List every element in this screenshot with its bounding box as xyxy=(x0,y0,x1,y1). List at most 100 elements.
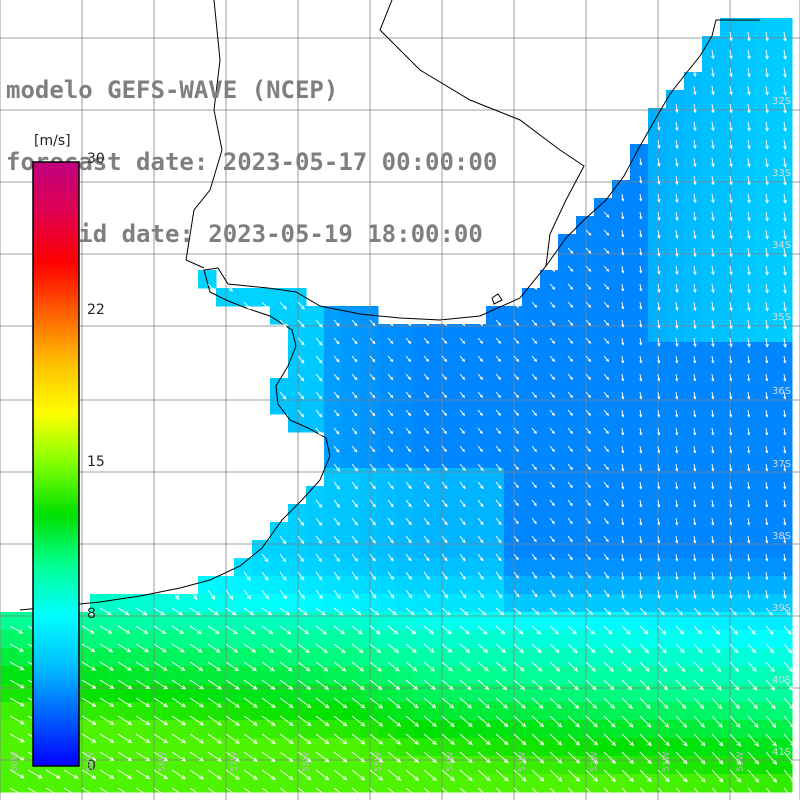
wind-speed-cell xyxy=(540,342,559,361)
wind-speed-cell xyxy=(468,756,487,775)
wind-speed-cell xyxy=(720,720,739,739)
wind-speed-cell xyxy=(432,522,451,541)
wind-arrow xyxy=(549,571,555,579)
wind-speed-cell xyxy=(342,324,361,343)
wind-speed-cell xyxy=(396,630,415,649)
wind-arrow xyxy=(585,463,591,471)
wind-arrow xyxy=(135,643,150,653)
wind-speed-cell xyxy=(432,738,451,757)
wind-speed-cell xyxy=(504,396,523,415)
wind-speed-cell xyxy=(594,594,613,613)
wind-speed-cell xyxy=(504,684,523,703)
wind-arrow xyxy=(765,733,777,747)
wind-speed-cell xyxy=(324,378,343,397)
wind-arrow xyxy=(711,265,715,276)
wind-arrow xyxy=(585,733,599,746)
wind-arrow xyxy=(621,463,625,472)
wind-arrow xyxy=(567,481,573,489)
wind-speed-cell xyxy=(630,594,649,613)
wind-arrow xyxy=(639,769,652,783)
wind-speed-cell xyxy=(504,342,523,361)
wind-arrow xyxy=(567,463,573,471)
lat-label-32s: 32S xyxy=(772,96,792,107)
wind-arrow xyxy=(351,715,366,727)
wind-arrow xyxy=(189,751,205,762)
wind-speed-cell xyxy=(0,612,19,631)
wind-speed-cell xyxy=(342,630,361,649)
wind-speed-cell xyxy=(450,684,469,703)
wind-speed-cell xyxy=(342,360,361,379)
colorbar-tick-15: 15 xyxy=(87,454,105,470)
wind-speed-cell xyxy=(648,558,667,577)
wind-speed-cell xyxy=(396,594,415,613)
wind-speed-cell xyxy=(378,576,397,595)
wind-arrow xyxy=(225,787,240,798)
wind-arrow xyxy=(765,265,769,276)
wind-arrow xyxy=(477,481,484,490)
wind-arrow xyxy=(585,697,598,709)
wind-arrow xyxy=(9,643,24,652)
wind-speed-cell xyxy=(468,378,487,397)
wind-speed-cell xyxy=(432,486,451,505)
wind-arrow xyxy=(261,553,269,563)
wind-arrow xyxy=(603,427,609,435)
wind-arrow xyxy=(423,409,429,417)
wind-arrow xyxy=(81,697,97,707)
wind-speed-cell xyxy=(594,720,613,739)
wind-speed-cell xyxy=(288,684,307,703)
lat-label-38s: 38S xyxy=(772,531,792,542)
wind-arrow xyxy=(297,769,312,781)
wind-arrow xyxy=(405,553,412,562)
wind-arrow xyxy=(765,607,773,616)
wind-speed-cell xyxy=(594,432,613,451)
wind-speed-cell xyxy=(324,360,343,379)
wind-arrow xyxy=(387,715,402,727)
wind-arrow xyxy=(693,481,697,490)
wind-arrow xyxy=(693,103,697,114)
wind-arrow xyxy=(261,787,276,798)
wind-arrow xyxy=(765,193,769,204)
wind-arrow xyxy=(315,427,323,436)
wind-speed-cell xyxy=(414,738,433,757)
lon-label-60w: 60W xyxy=(10,751,20,772)
wind-speed-cell xyxy=(666,108,685,127)
wind-arrow xyxy=(585,319,592,326)
wind-speed-cell xyxy=(576,450,595,469)
wind-speed-cell xyxy=(612,540,631,559)
wind-arrow xyxy=(747,571,751,581)
wind-speed-cell xyxy=(432,468,451,487)
wind-arrow xyxy=(675,121,679,132)
wind-arrow xyxy=(639,373,643,382)
wind-speed-cell xyxy=(684,216,703,235)
lon-label-57w: 57W xyxy=(230,751,240,772)
wind-arrow xyxy=(459,643,471,654)
wind-arrow xyxy=(621,787,634,800)
wind-arrow xyxy=(423,733,437,745)
wind-speed-cell xyxy=(504,612,523,631)
wind-arrow xyxy=(585,229,592,236)
wind-speed-cell xyxy=(756,720,775,739)
wind-arrow xyxy=(711,49,715,60)
wind-arrow xyxy=(477,607,487,616)
wind-speed-cell xyxy=(738,414,757,433)
wind-speed-cell xyxy=(720,432,739,451)
wind-arrow xyxy=(765,247,769,258)
wind-arrow xyxy=(747,247,751,258)
wind-speed-cell xyxy=(360,396,379,415)
wind-speed-cell xyxy=(774,486,793,505)
wind-arrow xyxy=(387,355,394,363)
wind-speed-cell xyxy=(666,198,685,217)
wind-speed-cell xyxy=(738,468,757,487)
wind-arrow xyxy=(459,481,466,490)
wind-arrow xyxy=(657,715,670,728)
wind-speed-cell xyxy=(234,774,253,793)
wind-speed-cell xyxy=(468,558,487,577)
wind-speed-cell xyxy=(630,702,649,721)
wind-arrow xyxy=(441,571,448,580)
wind-arrow xyxy=(765,661,775,673)
wind-arrow xyxy=(549,715,563,728)
wind-speed-cell xyxy=(468,594,487,613)
wind-arrow xyxy=(711,283,715,294)
wind-speed-cell xyxy=(504,630,523,649)
wind-arrow xyxy=(675,607,683,616)
